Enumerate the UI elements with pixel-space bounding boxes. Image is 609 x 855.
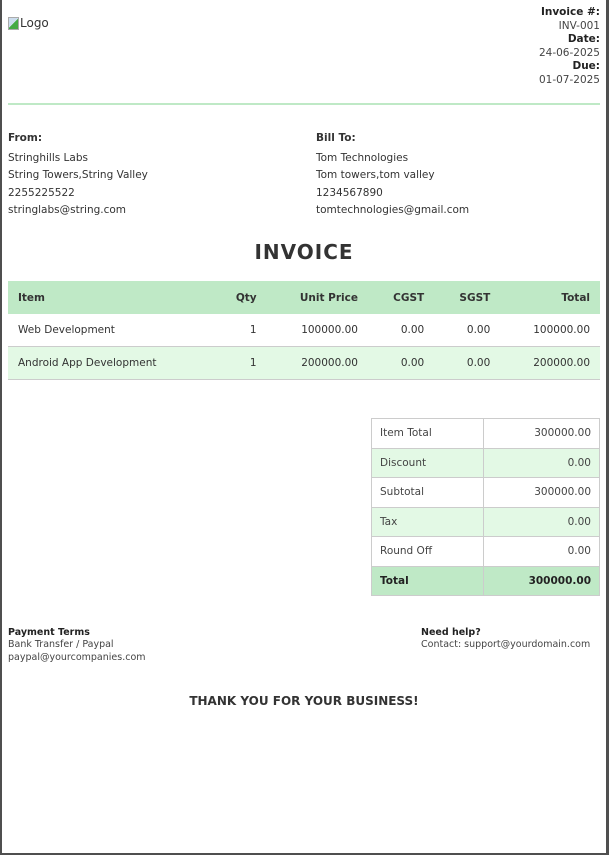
- logo: Logo: [8, 16, 49, 30]
- from-line: String Towers,String Valley: [8, 169, 148, 181]
- logo-alt-text: Logo: [20, 16, 49, 30]
- table-header-row: Item Qty Unit Price CGST SGST Total: [8, 281, 600, 314]
- summary-row: Subtotal 300000.00: [371, 477, 600, 508]
- cell: 0.00: [434, 346, 501, 380]
- summary-label: Total: [371, 565, 484, 596]
- summary-label: Discount: [371, 447, 484, 478]
- summary-row: Discount 0.00: [371, 447, 600, 478]
- from-line: stringlabs@string.com: [8, 204, 127, 216]
- column-header: Item: [8, 281, 214, 314]
- summary-label: Item Total: [371, 418, 484, 449]
- payment-terms: Payment Terms Bank Transfer / Paypal pay…: [8, 627, 146, 664]
- cell: 0.00: [367, 314, 435, 347]
- due-label: Due:: [572, 60, 600, 73]
- help-heading: Need help?: [421, 627, 481, 638]
- due-date: 01-07-2025: [538, 73, 600, 86]
- summary-row: Round Off 0.00: [371, 536, 600, 567]
- column-header: Total: [500, 281, 600, 314]
- summary-value: 0.00: [483, 447, 600, 478]
- cell: Android App Development: [8, 346, 214, 380]
- payment-heading: Payment Terms: [8, 627, 90, 638]
- cell: 100000.00: [266, 314, 368, 347]
- from-line: Stringhills Labs: [8, 151, 88, 164]
- date-label: Date:: [567, 33, 600, 46]
- bill-to-heading: Bill To:: [316, 132, 356, 144]
- summary-row: Tax 0.00: [371, 506, 600, 537]
- cell: 0.00: [434, 314, 501, 347]
- bill-to-line: Tom Technologies: [316, 151, 409, 164]
- invoice-number: INV-001: [558, 19, 600, 32]
- cell: 1: [213, 314, 267, 347]
- summary-value: 0.00: [483, 536, 600, 567]
- broken-image-icon: [8, 16, 19, 30]
- summary-value: 300000.00: [483, 418, 600, 449]
- column-header: SGST: [434, 281, 501, 314]
- table-row: Android App Development 1 200000.00 0.00…: [8, 346, 600, 380]
- invoice-date: 24-06-2025: [538, 46, 600, 59]
- cell: 200000.00: [266, 346, 368, 380]
- bill-to-line: Tom towers,tom valley: [316, 169, 435, 181]
- bill-to-line: 1234567890: [316, 186, 383, 199]
- invoice-meta: Invoice #: INV-001 Date: 24-06-2025 Due:…: [539, 6, 600, 88]
- summary-table: Item Total 300000.00 Discount 0.00 Subtota…: [371, 418, 600, 596]
- table-row: Web Development 1 100000.00 0.00 0.00 10…: [8, 314, 600, 347]
- column-header: Unit Price: [266, 281, 368, 314]
- column-header: Qty: [213, 281, 267, 314]
- payment-line: Bank Transfer / Paypal: [8, 639, 114, 651]
- summary-value: 0.00: [483, 506, 600, 537]
- summary-label: Tax: [371, 506, 484, 537]
- from-section: From: Stringhills Labs String Towers,Str…: [8, 130, 148, 220]
- cell: 0.00: [367, 346, 435, 380]
- cell: 200000.00: [500, 346, 600, 380]
- bill-to-section: Bill To: Tom Technologies Tom towers,tom…: [316, 130, 469, 220]
- header-divider: [8, 103, 600, 105]
- items-table: Item Qty Unit Price CGST SGST Total Web …: [8, 281, 600, 380]
- column-header: CGST: [367, 281, 435, 314]
- page-title: INVOICE: [254, 240, 354, 264]
- thank-you-message: THANK YOU FOR YOUR BUSINESS!: [189, 694, 419, 708]
- summary-label: Subtotal: [371, 477, 484, 508]
- cell: Web Development: [8, 314, 214, 347]
- summary-row: Item Total 300000.00: [371, 418, 600, 449]
- summary-value: 300000.00: [483, 565, 600, 596]
- payment-line: paypal@yourcompanies.com: [8, 651, 146, 663]
- from-line: 2255225522: [8, 186, 75, 199]
- invoice-number-label: Invoice #:: [540, 6, 600, 18]
- summary-value: 300000.00: [483, 477, 600, 508]
- summary-label: Round Off: [371, 536, 484, 567]
- summary-total-row: Total 300000.00: [371, 565, 600, 596]
- help-contact: Contact: support@yourdomain.com: [421, 639, 591, 651]
- from-heading: From:: [8, 132, 43, 144]
- cell: 1: [213, 346, 267, 380]
- bill-to-line: tomtechnologies@gmail.com: [316, 204, 470, 216]
- cell: 100000.00: [500, 314, 600, 347]
- help-section: Need help? Contact: support@yourdomain.c…: [421, 627, 590, 652]
